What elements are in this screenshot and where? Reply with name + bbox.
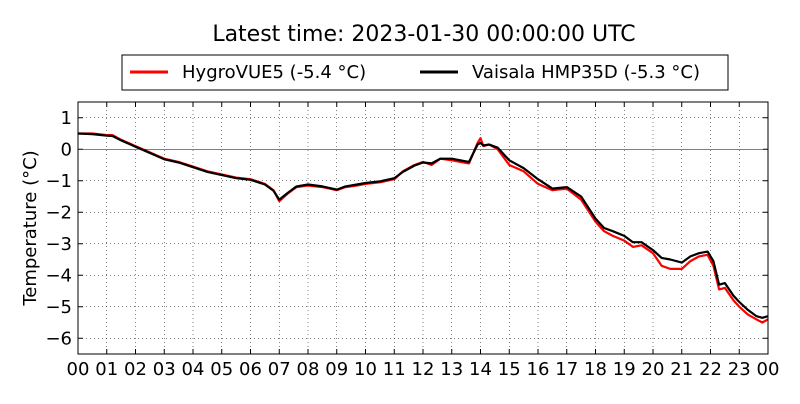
x-tick-label: 21 [670, 359, 693, 380]
y-tick-label: −2 [45, 202, 72, 223]
x-tick-label: 18 [584, 359, 607, 380]
x-tick-label: 05 [210, 359, 233, 380]
grid [78, 102, 768, 354]
ticks: 00 01 02 03 04 05 06 07 08 09 10 11 12 13 14 15 16 17 18 19… [45, 102, 779, 380]
series-line-1 [77, 132, 769, 319]
y-axis-label: Temperature (°C) [20, 150, 41, 306]
y-tick-label: −6 [45, 328, 72, 349]
chart-title: Latest time: 2023-01-30 00:00:00 UTC [212, 22, 635, 47]
x-tick-label: 02 [124, 359, 147, 380]
y-tick-label: −4 [45, 265, 72, 286]
y-tick-label: −1 [45, 171, 72, 192]
x-tick-label: 00 [757, 359, 780, 380]
y-tick-label: 1 [61, 108, 72, 129]
x-tick-label: 14 [469, 359, 492, 380]
x-tick-label: 22 [699, 359, 722, 380]
x-tick-label: 17 [555, 359, 578, 380]
y-tick-label: −3 [45, 234, 72, 255]
plot-area-frame [77, 101, 769, 355]
x-tick-label: 10 [354, 359, 377, 380]
x-tick-label: 09 [325, 359, 348, 380]
legend-label-hygrovue5: HygroVUE5 (-5.4 °C) [182, 62, 366, 83]
x-tick-label: 12 [412, 359, 435, 380]
y-tick-label: 0 [61, 139, 72, 160]
y-tick-label: −5 [45, 297, 72, 318]
x-tick-label: 06 [239, 359, 262, 380]
x-tick-label: 19 [613, 359, 636, 380]
series-layer [77, 132, 769, 324]
x-tick-label: 13 [440, 359, 463, 380]
legend-label-vaisala: Vaisala HMP35D (-5.3 °C) [472, 62, 700, 83]
x-tick-label: 23 [728, 359, 751, 380]
x-tick-label: 20 [642, 359, 665, 380]
legend: HygroVUE5 (-5.4 °C) Vaisala HMP35D (-5.3… [121, 54, 729, 91]
x-tick-label: 15 [498, 359, 521, 380]
x-tick-label: 11 [383, 359, 406, 380]
x-tick-label: 08 [297, 359, 320, 380]
x-tick-label: 03 [153, 359, 176, 380]
x-tick-label: 07 [268, 359, 291, 380]
x-tick-label: 00 [67, 359, 90, 380]
x-tick-label: 01 [95, 359, 118, 380]
x-tick-label: 16 [527, 359, 550, 380]
x-tick-label: 04 [182, 359, 205, 380]
